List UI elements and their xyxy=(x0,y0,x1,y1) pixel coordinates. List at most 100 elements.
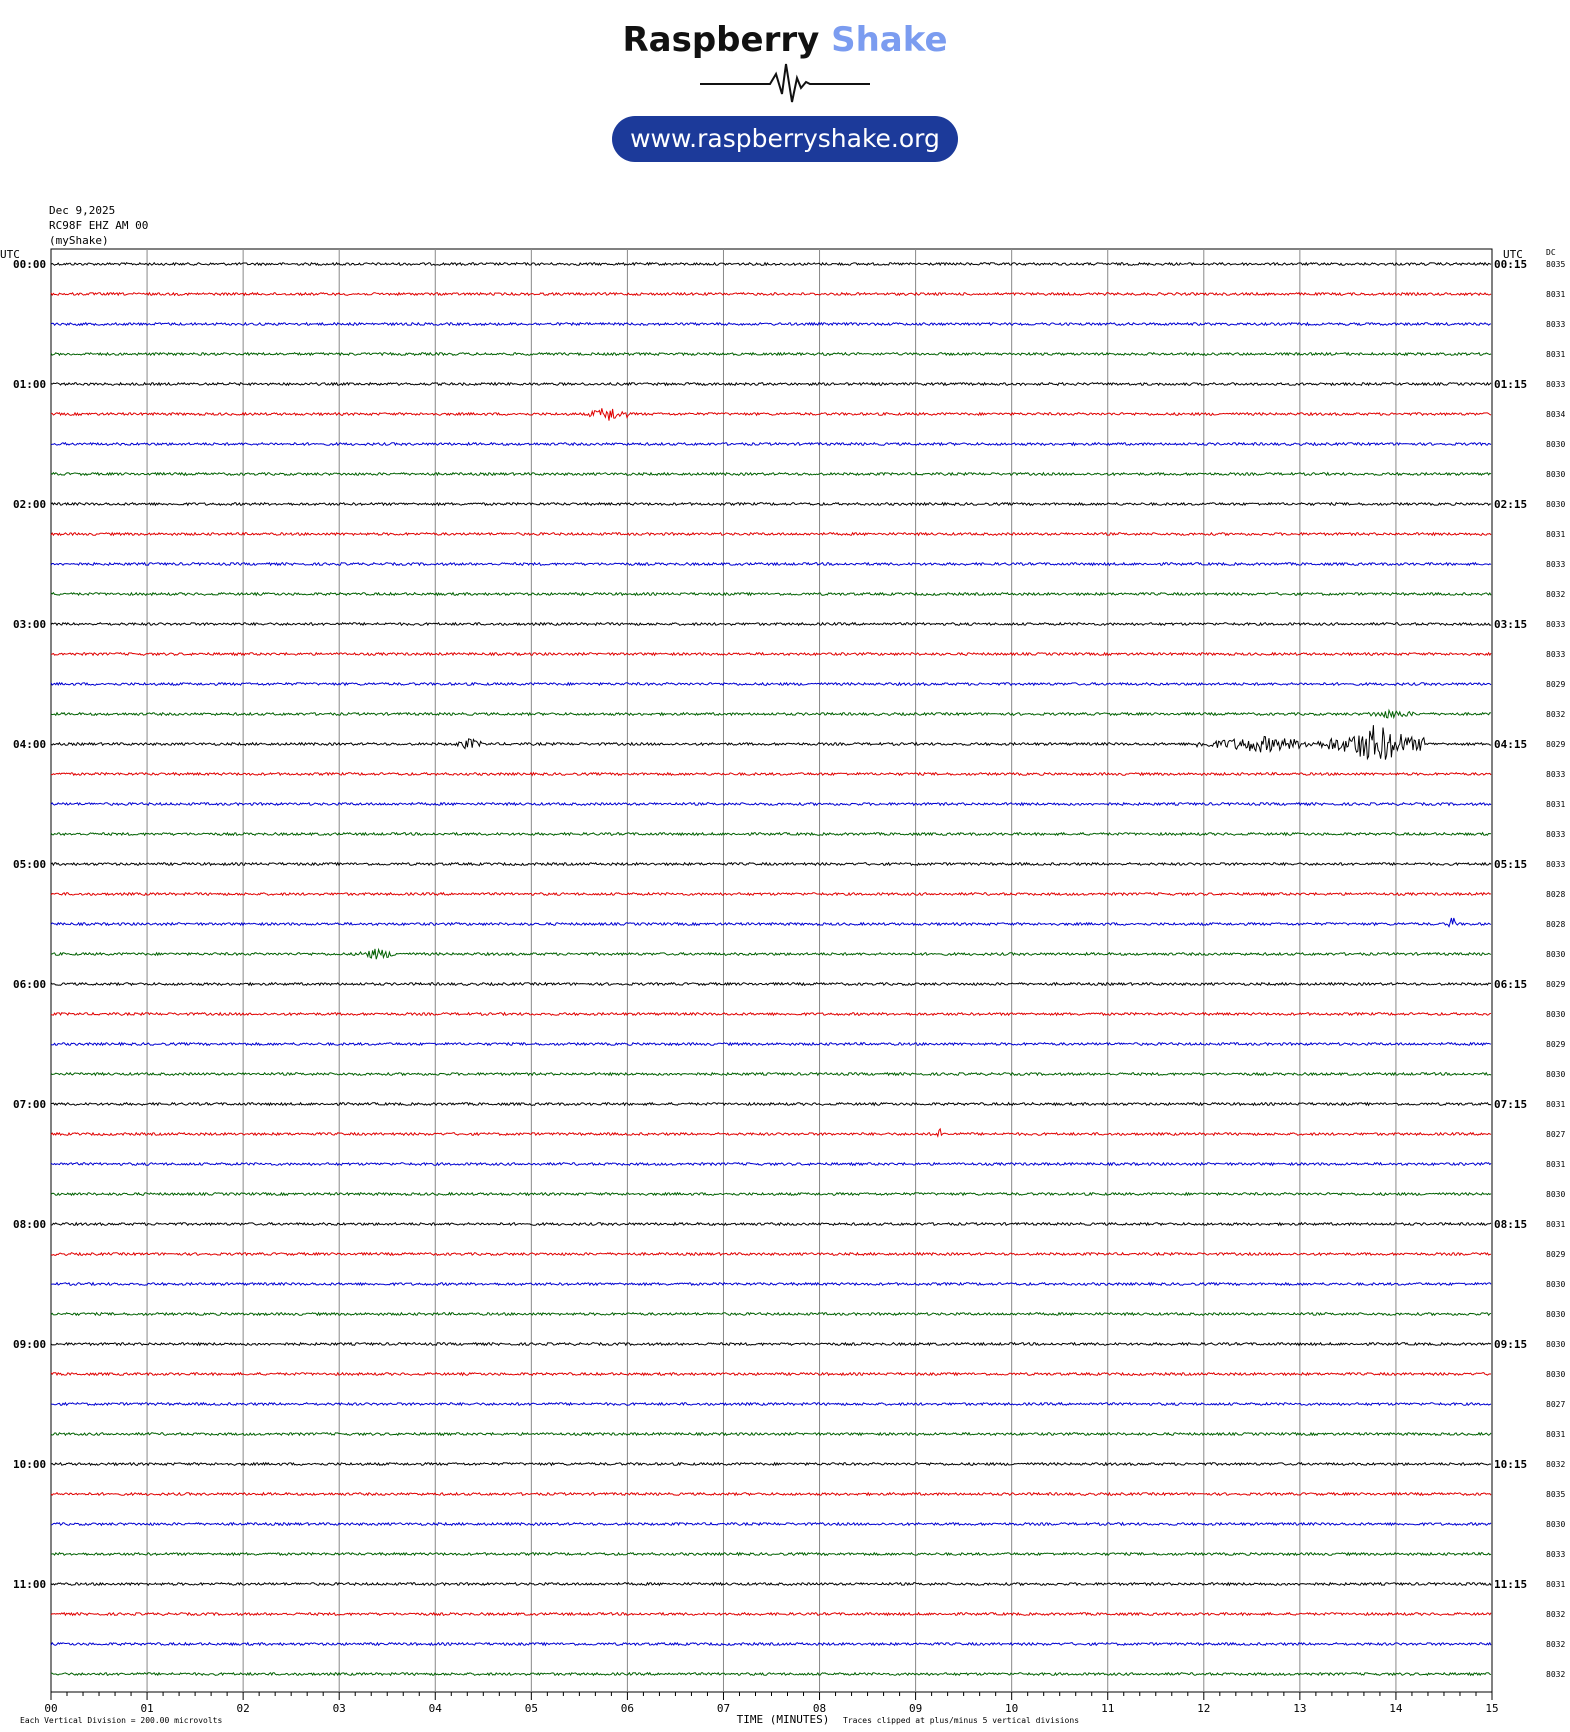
dc-value-label: 8035 xyxy=(1546,260,1565,269)
dc-value-label: 8033 xyxy=(1546,770,1565,779)
seismic-trace xyxy=(50,261,1492,267)
brand-main: Raspberry xyxy=(622,20,820,60)
x-tick-label: 08 xyxy=(813,1702,826,1715)
seismic-trace xyxy=(51,1101,1492,1107)
hour-label-left: 11:00 xyxy=(13,1578,46,1591)
hour-label-right: 01:15 xyxy=(1494,378,1527,391)
dc-value-label: 8031 xyxy=(1546,1580,1565,1589)
seismic-trace xyxy=(50,981,1491,987)
dc-value-label: 8031 xyxy=(1546,800,1565,809)
dc-value-label: 8027 xyxy=(1546,1400,1565,1409)
brand-title: Raspberry Shake xyxy=(0,20,1570,60)
seismic-trace xyxy=(50,471,1492,477)
hour-label-right: 02:15 xyxy=(1494,498,1527,511)
seismic-trace xyxy=(50,1281,1492,1287)
seismic-trace xyxy=(50,351,1492,357)
seismic-trace xyxy=(50,1341,1492,1347)
dc-value-label: 8030 xyxy=(1546,440,1565,449)
left-utc-label: UTC xyxy=(0,248,20,261)
hour-label-right: 08:15 xyxy=(1494,1218,1527,1231)
dc-value-label: 8031 xyxy=(1546,530,1565,539)
seismic-trace xyxy=(50,1041,1492,1047)
dc-header: DC xyxy=(1546,248,1556,257)
seismic-trace xyxy=(50,681,1492,687)
x-tick-label: 09 xyxy=(909,1702,922,1715)
x-tick-label: 06 xyxy=(621,1702,634,1715)
dc-value-label: 8033 xyxy=(1546,650,1565,659)
dc-value-label: 8034 xyxy=(1546,410,1565,419)
dc-value-label: 8033 xyxy=(1546,560,1565,569)
seismic-trace xyxy=(50,501,1492,507)
x-tick-label: 15 xyxy=(1485,1702,1498,1715)
seismic-trace xyxy=(50,861,1492,867)
dc-value-label: 8031 xyxy=(1546,1100,1565,1109)
seismic-trace xyxy=(50,1641,1492,1647)
x-axis-title: TIME (MINUTES) xyxy=(737,1713,830,1726)
seismic-trace xyxy=(50,291,1492,297)
x-tick-label: 00 xyxy=(44,1702,57,1715)
seismic-trace xyxy=(50,801,1492,807)
seismic-trace xyxy=(50,621,1492,627)
dc-value-label: 8032 xyxy=(1546,590,1565,599)
seismic-trace xyxy=(50,1251,1492,1257)
dc-value-label: 8032 xyxy=(1546,1640,1565,1649)
seismic-trace xyxy=(50,708,1492,720)
hour-label-left: 05:00 xyxy=(13,858,46,871)
dc-value-label: 8031 xyxy=(1546,1160,1565,1169)
hour-label-right: 03:15 xyxy=(1494,618,1527,631)
seismic-trace xyxy=(50,725,1492,761)
seismic-trace xyxy=(50,1491,1492,1497)
dc-value-label: 8027 xyxy=(1546,1130,1565,1139)
seismic-trace xyxy=(50,1521,1492,1527)
hour-label-right: 09:15 xyxy=(1494,1338,1527,1351)
seismic-trace xyxy=(50,947,1492,960)
seismic-trace xyxy=(50,1011,1492,1017)
x-tick-label: 01 xyxy=(140,1702,153,1715)
seismic-trace xyxy=(50,1311,1492,1317)
seismic-trace xyxy=(50,1221,1492,1227)
right-utc-label: UTC xyxy=(1503,248,1523,261)
seismic-trace xyxy=(50,1671,1492,1677)
dc-value-label: 8032 xyxy=(1546,1670,1565,1679)
seismic-trace xyxy=(50,381,1492,387)
x-tick-label: 11 xyxy=(1101,1702,1114,1715)
dc-value-label: 8030 xyxy=(1546,1190,1565,1199)
station-info: Dec 9,2025 RC98F EHZ AM 00 (myShake) xyxy=(49,203,148,248)
hour-label-left: 04:00 xyxy=(13,738,46,751)
dc-value-label: 8033 xyxy=(1546,830,1565,839)
dc-value-label: 8032 xyxy=(1546,710,1565,719)
hour-label-right: 07:15 xyxy=(1494,1098,1527,1111)
hour-label-left: 08:00 xyxy=(13,1218,46,1231)
dc-value-label: 8033 xyxy=(1546,380,1565,389)
seismic-trace xyxy=(50,441,1492,447)
seismic-trace xyxy=(50,1581,1492,1587)
seismic-trace xyxy=(50,1431,1492,1437)
seismic-trace xyxy=(50,831,1492,837)
plot-frame xyxy=(50,248,1493,1693)
seismic-wave-icon xyxy=(700,63,870,103)
seismic-trace xyxy=(50,1611,1492,1617)
dc-value-label: 8031 xyxy=(1546,1430,1565,1439)
seismic-trace xyxy=(50,561,1492,567)
dc-value-label: 8033 xyxy=(1546,320,1565,329)
seismic-trace xyxy=(50,1461,1492,1467)
x-tick-label: 04 xyxy=(429,1702,443,1715)
x-tick-label: 05 xyxy=(525,1702,538,1715)
dc-value-label: 8029 xyxy=(1546,1250,1565,1259)
seismic-trace xyxy=(50,1161,1492,1167)
dc-value-label: 8030 xyxy=(1546,1010,1565,1019)
dc-value-label: 8030 xyxy=(1546,1310,1565,1319)
seismic-trace xyxy=(50,408,1492,421)
dc-value-label: 8029 xyxy=(1546,1040,1565,1049)
dc-value-label: 8030 xyxy=(1546,1370,1565,1379)
seismic-trace xyxy=(50,1071,1492,1077)
hour-label-left: 02:00 xyxy=(13,498,46,511)
hour-label-right: 05:15 xyxy=(1494,858,1527,871)
website-url[interactable]: www.raspberryshake.org xyxy=(612,116,958,162)
hour-label-left: 03:00 xyxy=(13,618,46,631)
x-tick-label: 07 xyxy=(717,1702,730,1715)
x-tick-label: 10 xyxy=(1005,1702,1018,1715)
dc-value-label: 8032 xyxy=(1546,1460,1565,1469)
dc-value-label: 8030 xyxy=(1546,1520,1565,1529)
